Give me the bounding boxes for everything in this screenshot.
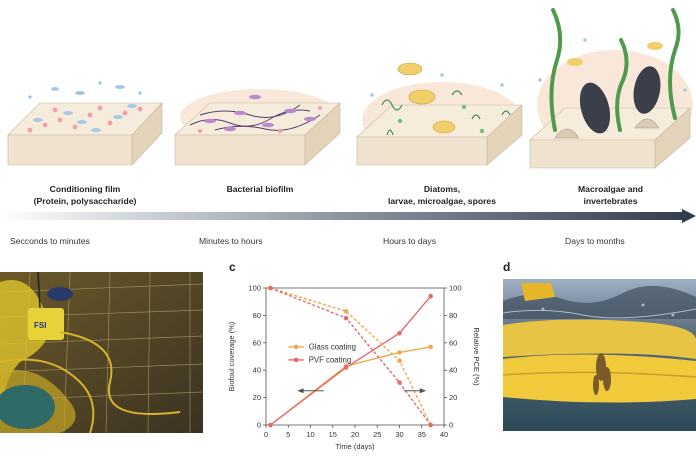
stage-title: Diatoms, bbox=[423, 184, 461, 194]
series-line-pce bbox=[270, 287, 432, 426]
panel-letter-d: d bbox=[503, 260, 511, 274]
solar-panel-photo: FSI bbox=[0, 272, 203, 433]
x-tick-label: 25 bbox=[373, 430, 381, 439]
stage-title: Bacterial biofilm bbox=[226, 184, 294, 194]
macroalgae-illustration bbox=[529, 8, 693, 169]
stage-macroalgae bbox=[525, 0, 696, 175]
left-axis-arrowhead bbox=[297, 388, 304, 394]
y-left-tick-label: 60 bbox=[253, 338, 261, 347]
stage-subtitle: invertebrates bbox=[583, 196, 638, 206]
data-point bbox=[343, 315, 349, 321]
x-tick-label: 0 bbox=[264, 430, 268, 439]
stage-title: Conditioning film bbox=[49, 184, 121, 194]
data-point bbox=[397, 380, 402, 385]
data-point bbox=[343, 365, 349, 370]
stage-conditioning-film bbox=[0, 75, 170, 175]
y-left-tick-label: 100 bbox=[248, 284, 261, 293]
data-point bbox=[268, 422, 273, 428]
stage-label-diatoms: Diatoms, larvae, microalgae, spores bbox=[352, 183, 532, 207]
y-left-tick-label: 0 bbox=[257, 421, 261, 430]
series-line-pce bbox=[270, 287, 432, 426]
plot-frame bbox=[265, 287, 445, 426]
data-point bbox=[428, 293, 433, 299]
stage-subtitle: larvae, microalgae, spores bbox=[388, 196, 496, 206]
data-point bbox=[268, 285, 273, 291]
data-point bbox=[397, 330, 402, 336]
x-tick-label: 15 bbox=[329, 430, 337, 439]
y-right-axis-label: Relative PCE (%) bbox=[472, 327, 481, 386]
right-axis-arrowhead bbox=[419, 388, 427, 394]
data-point bbox=[428, 422, 433, 428]
conditioning-film-illustration bbox=[7, 81, 163, 166]
timeline-arrow bbox=[0, 209, 696, 223]
time-label-3: Days to months bbox=[565, 236, 625, 246]
y-right-tick-label: 100 bbox=[449, 284, 462, 293]
y-right-tick-label: 80 bbox=[449, 311, 457, 320]
x-tick-label: 10 bbox=[306, 430, 314, 439]
data-point bbox=[397, 358, 402, 363]
stage-label-conditioning-film: Conditioning film (Protein, polysacchari… bbox=[0, 183, 170, 207]
x-tick-label: 35 bbox=[418, 430, 426, 439]
photo-solar-panel: FSI bbox=[0, 272, 203, 433]
stage-bacterial-biofilm bbox=[170, 75, 350, 175]
x-tick-label: 5 bbox=[286, 430, 290, 439]
time-label-2: Hours to days bbox=[383, 236, 437, 246]
stage-subtitle: (Protein, polysaccharide) bbox=[33, 196, 137, 206]
y-left-tick-label: 80 bbox=[253, 311, 261, 320]
x-tick-label: 30 bbox=[395, 430, 403, 439]
y-left-axis-label: Biofoul coverage (%) bbox=[227, 321, 236, 391]
y-left-tick-label: 20 bbox=[253, 393, 261, 402]
legend-label: PVF coating bbox=[309, 356, 351, 365]
time-label-1: Minutes to hours bbox=[199, 236, 263, 246]
chart-panel: 0 5 10 15 20 25 30 35 40 0 0 20 20 40 40 60 60 80 80 100 100… bbox=[222, 268, 484, 461]
stage-label-macroalgae: Macroalgae and invertebrates bbox=[525, 183, 696, 207]
stage-title: Macroalgae and bbox=[578, 184, 643, 194]
legend-swatch-marker bbox=[293, 344, 299, 350]
x-tick-label: 40 bbox=[440, 430, 448, 439]
x-tick-label: 20 bbox=[351, 430, 359, 439]
bacterial-biofilm-illustration bbox=[174, 89, 341, 166]
stage-diatoms bbox=[352, 55, 532, 175]
fsi-sign: FSI bbox=[34, 321, 46, 330]
data-point bbox=[343, 308, 349, 314]
panel-letter-c: c bbox=[229, 260, 236, 274]
data-point bbox=[428, 344, 433, 350]
photo-underwater bbox=[503, 279, 696, 431]
y-right-tick-label: 0 bbox=[449, 421, 453, 430]
stage-label-bacterial-biofilm: Bacterial biofilm bbox=[170, 183, 350, 195]
y-right-tick-label: 20 bbox=[449, 393, 457, 402]
x-axis-label: Time (days) bbox=[335, 442, 375, 451]
y-right-tick-label: 60 bbox=[449, 338, 457, 347]
legend-label: Glass coating bbox=[309, 343, 356, 352]
series-line-coverage bbox=[270, 295, 432, 426]
time-label-0: Secconds to minutes bbox=[10, 236, 90, 246]
y-right-tick-label: 40 bbox=[449, 366, 457, 375]
data-point bbox=[397, 350, 402, 355]
legend-swatch-marker bbox=[293, 357, 299, 363]
y-left-tick-label: 40 bbox=[253, 366, 261, 375]
diatoms-illustration bbox=[356, 62, 523, 166]
underwater-photo bbox=[503, 279, 696, 431]
